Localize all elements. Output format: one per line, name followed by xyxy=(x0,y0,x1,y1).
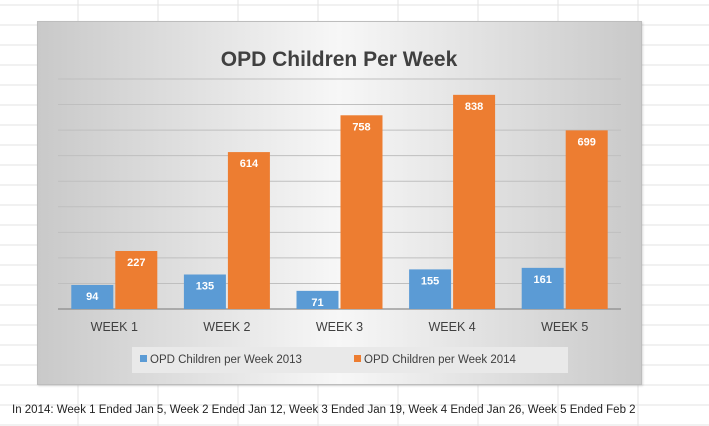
bar-2013 xyxy=(71,284,114,309)
x-tick-label: WEEK 3 xyxy=(316,320,363,334)
bar-2013 xyxy=(296,290,339,309)
legend-label: OPD Children per Week 2013 xyxy=(150,354,302,366)
data-label: 699 xyxy=(578,136,596,148)
x-axis: WEEK 1 WEEK 2 WEEK 3 WEEK 4 WEEK 5 xyxy=(91,320,589,334)
bar-2014 xyxy=(565,130,608,309)
legend-swatch xyxy=(354,355,361,362)
chart-title: OPD Children Per Week xyxy=(221,48,458,71)
data-label: 161 xyxy=(534,274,552,286)
data-label: 135 xyxy=(196,281,214,293)
footnote: In 2014: Week 1 Ended Jan 5, Week 2 Ende… xyxy=(12,404,636,416)
bar-2014 xyxy=(115,250,158,309)
legend: OPD Children per Week 2013 OPD Children p… xyxy=(132,347,568,373)
bars: 94 227 135 614 71 758 155 838 161 699 xyxy=(71,94,608,310)
x-tick-label: WEEK 4 xyxy=(428,320,475,334)
data-label: 71 xyxy=(311,297,323,309)
x-tick-label: WEEK 1 xyxy=(91,320,138,334)
legend-swatch xyxy=(140,355,147,362)
data-label: 227 xyxy=(127,257,145,269)
bar-2014 xyxy=(453,94,496,309)
data-label: 614 xyxy=(240,158,259,170)
bar-2013 xyxy=(183,274,226,309)
legend-label: OPD Children per Week 2014 xyxy=(364,354,517,366)
x-tick-label: WEEK 2 xyxy=(203,320,250,334)
data-label: 94 xyxy=(86,291,99,303)
x-tick-label: WEEK 5 xyxy=(541,320,588,334)
chart-area[interactable]: OPD Children Per Week 94 227 135 614 71 758 15… xyxy=(37,21,642,385)
legend-box xyxy=(132,347,568,373)
bar-2014 xyxy=(227,152,270,309)
bar-2013 xyxy=(521,267,564,309)
data-label: 758 xyxy=(352,121,370,133)
bar-2014 xyxy=(340,115,383,310)
data-label: 155 xyxy=(421,275,439,287)
data-label: 838 xyxy=(465,101,483,113)
chart-canvas: OPD Children Per Week 94 227 135 614 71 758 15… xyxy=(58,48,621,373)
bar-2013 xyxy=(409,269,452,309)
